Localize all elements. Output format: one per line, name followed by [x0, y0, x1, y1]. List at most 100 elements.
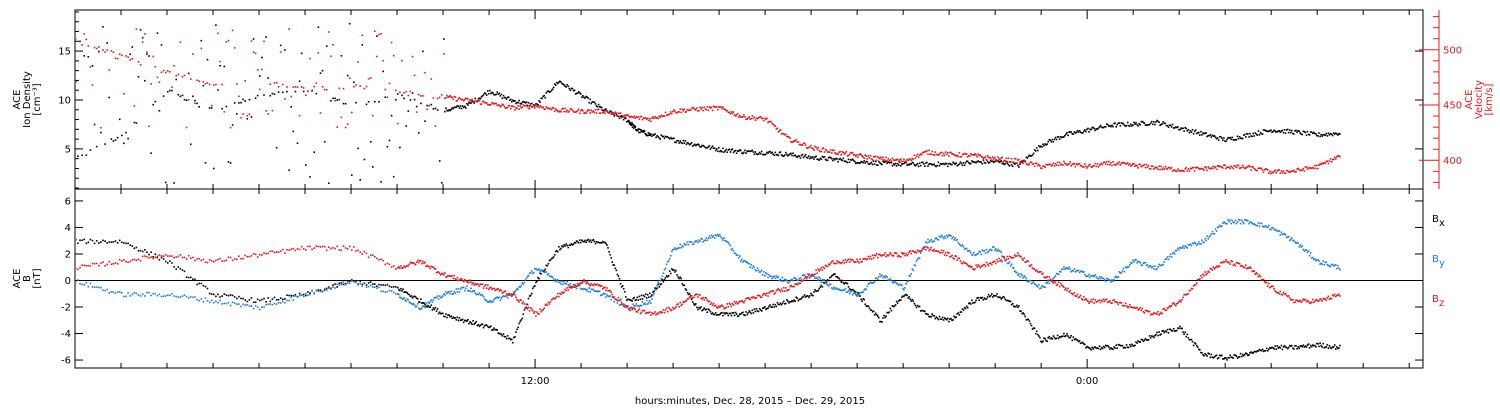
data-point	[1261, 225, 1264, 227]
data-point	[1163, 331, 1166, 334]
data-point	[708, 309, 711, 311]
data-point	[574, 284, 577, 287]
data-point	[1110, 347, 1112, 349]
data-point	[81, 44, 83, 46]
data-point	[365, 284, 368, 286]
data-point	[913, 154, 916, 157]
data-point	[600, 285, 603, 287]
data-point	[750, 264, 753, 266]
data-point	[1091, 127, 1093, 129]
data-point	[620, 303, 623, 305]
data-point	[907, 163, 909, 166]
data-point	[959, 311, 962, 313]
data-point	[592, 284, 595, 287]
data-point	[845, 161, 848, 163]
data-point	[1281, 129, 1284, 132]
data-point	[605, 110, 607, 112]
data-point	[1019, 275, 1021, 278]
data-point	[622, 115, 625, 117]
data-point	[814, 277, 816, 280]
data-point	[535, 281, 537, 284]
data-point	[1148, 167, 1151, 170]
data-point	[965, 247, 968, 250]
data-point	[593, 282, 596, 285]
data-point	[1103, 125, 1106, 128]
data-point	[213, 261, 215, 263]
data-point	[98, 242, 100, 244]
data-point	[475, 320, 478, 323]
data-point	[467, 104, 469, 106]
data-point	[632, 116, 634, 119]
data-point	[580, 93, 582, 95]
data-point	[1071, 339, 1074, 342]
data-point	[768, 292, 770, 294]
data-point	[978, 299, 980, 301]
data-point	[681, 108, 684, 111]
data-point	[1150, 266, 1153, 269]
data-point	[765, 118, 767, 121]
data-point	[1296, 348, 1298, 350]
data-point	[240, 297, 242, 300]
data-point	[911, 161, 914, 164]
data-point	[835, 153, 837, 155]
data-point	[992, 296, 994, 298]
data-point	[940, 151, 943, 154]
data-point	[426, 306, 428, 308]
data-point	[744, 299, 746, 302]
data-point	[825, 149, 828, 152]
data-point	[821, 269, 824, 271]
data-point	[1030, 161, 1033, 163]
data-point	[461, 279, 464, 282]
data-point	[563, 84, 565, 86]
data-point	[865, 288, 868, 291]
data-point	[550, 299, 553, 301]
data-point	[1113, 163, 1115, 166]
data-point	[684, 244, 687, 246]
data-point	[1330, 347, 1333, 350]
data-point	[434, 268, 437, 270]
data-point	[694, 143, 696, 146]
data-point	[1007, 157, 1010, 159]
data-point	[1163, 168, 1166, 171]
data-point	[697, 143, 699, 145]
data-point	[965, 160, 968, 162]
data-point	[1251, 352, 1253, 354]
data-point	[1219, 136, 1222, 138]
data-point	[380, 258, 382, 261]
data-point	[108, 260, 111, 263]
data-point	[1206, 355, 1208, 357]
data-point	[1198, 131, 1200, 134]
data-point	[1159, 334, 1161, 336]
data-point	[788, 136, 790, 138]
data-point	[1262, 226, 1265, 228]
data-point	[231, 29, 234, 32]
data-point	[659, 116, 662, 119]
data-point	[916, 258, 919, 261]
data-point	[1287, 346, 1290, 349]
data-point	[488, 92, 490, 95]
data-point	[986, 155, 989, 157]
data-point	[1325, 160, 1328, 163]
data-point	[1160, 123, 1162, 126]
data-point	[529, 103, 532, 105]
data-point	[1228, 137, 1230, 139]
data-point	[164, 71, 167, 74]
data-point	[806, 273, 809, 275]
data-point	[1038, 283, 1040, 286]
data-point	[302, 295, 305, 298]
data-point	[311, 89, 313, 91]
data-point	[852, 289, 855, 292]
data-point	[1138, 122, 1140, 125]
data-point	[1012, 161, 1015, 163]
data-point	[659, 283, 662, 286]
data-point	[1229, 219, 1231, 221]
data-point	[844, 152, 847, 154]
data-point	[1008, 160, 1011, 163]
data-point	[1047, 337, 1049, 339]
data-point	[336, 99, 338, 101]
data-point	[703, 106, 705, 109]
data-point	[1202, 353, 1204, 356]
data-point	[87, 56, 90, 58]
data-point	[477, 100, 480, 102]
data-point	[267, 252, 269, 255]
